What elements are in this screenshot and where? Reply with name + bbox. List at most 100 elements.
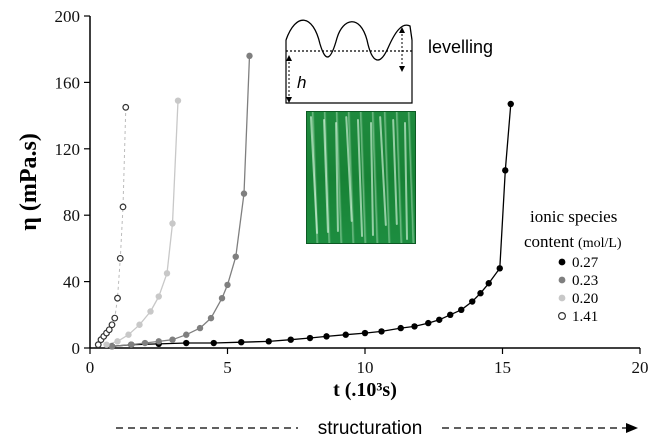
x-tick-label: 10: [357, 358, 374, 377]
levelling-schematic: h levelling: [285, 19, 493, 104]
data-point-1.41: [94, 341, 102, 349]
x-tick-label: 20: [632, 358, 649, 377]
legend-title-unit: (mol/L): [578, 236, 622, 251]
schematic-box: [285, 40, 413, 104]
data-point-0.27: [447, 311, 454, 318]
data-point-0.23: [240, 190, 248, 197]
data-point-0.27: [265, 338, 272, 345]
data-point-0.27: [238, 338, 245, 346]
fit-curve-1.41: [97, 107, 127, 345]
data-point-0.23: [218, 295, 226, 302]
data-point-0.20: [163, 270, 171, 277]
data-point-1.41: [108, 321, 116, 329]
x-tick-label: 5: [223, 358, 232, 377]
y-tick-label: 80: [63, 206, 80, 225]
x-axis-title: t (.10³s): [333, 379, 397, 401]
data-point-0.20: [125, 331, 132, 338]
data-point-0.27: [469, 298, 476, 305]
data-point-0.23: [141, 339, 149, 347]
data-point-1.41: [114, 294, 121, 302]
photo-streak: [369, 121, 374, 237]
structuration-label: structuration: [318, 418, 423, 439]
data-point-1.41: [111, 314, 119, 322]
data-point-0.27: [183, 339, 190, 347]
level-arrow-head-bottom: [399, 66, 405, 72]
y-tick-label: 160: [55, 73, 81, 92]
data-point-0.23: [169, 336, 176, 343]
legend-label-0.20: 0.20: [572, 291, 598, 307]
coating-photo: [306, 111, 416, 244]
schematic-wave: [285, 19, 413, 61]
data-point-0.27: [323, 333, 330, 340]
data-point-0.27: [361, 329, 369, 337]
photo-streak: [335, 121, 339, 233]
y-axis-ticks: 0 40 80 120 160 200: [55, 7, 90, 358]
fit-curves: [97, 55, 512, 347]
legend-marker-0.23: [558, 276, 566, 284]
y-axis-title: η (mPa.s): [16, 133, 42, 231]
data-point-0.27: [485, 280, 492, 287]
legend-label-1.41: 1.41: [572, 309, 598, 325]
y-tick-label: 0: [72, 339, 81, 358]
data-point-0.27: [210, 339, 217, 347]
y-tick-label: 200: [55, 7, 81, 26]
data-points: [94, 52, 514, 350]
legend-title-line2: content (mol/L): [524, 232, 622, 251]
photo-streak: [391, 118, 398, 226]
data-point-0.23: [183, 331, 190, 338]
data-point-0.27: [436, 316, 443, 323]
data-point-0.23: [246, 52, 253, 60]
data-point-0.20: [103, 341, 110, 348]
data-point-0.27: [287, 336, 294, 343]
x-axis-ticks: 0 5 10 15 20: [86, 348, 649, 377]
x-tick-label: 0: [86, 358, 95, 377]
data-point-0.27: [306, 334, 314, 342]
photo-streak: [356, 119, 364, 237]
data-point-1.41: [119, 203, 127, 211]
data-point-0.23: [128, 341, 135, 348]
x-tick-label: 15: [494, 358, 511, 377]
data-point-0.27: [458, 306, 465, 314]
h-arrow-head-bottom: [286, 97, 292, 103]
data-point-0.27: [342, 331, 349, 338]
photo-streak: [322, 118, 329, 234]
data-point-0.27: [425, 319, 432, 327]
data-point-0.23: [155, 338, 162, 345]
legend-marker-0.20: [558, 294, 566, 302]
photo-streak: [309, 116, 319, 234]
legend-title-line1: ionic species: [530, 207, 617, 226]
y-tick-label: 40: [63, 273, 80, 292]
legend-marker-0.27: [558, 258, 566, 266]
data-point-0.20: [174, 97, 182, 104]
h-arrow-head-top: [286, 55, 292, 61]
fit-curve-0.20: [106, 100, 179, 346]
data-point-0.27: [397, 324, 404, 332]
structuration-arrow: structuration: [116, 418, 638, 439]
legend-marker-1.41: [557, 312, 566, 321]
legend: ionic species content (mol/L) 0.27 0.23 0.2…: [524, 207, 622, 325]
data-point-0.27: [507, 100, 514, 108]
data-point-0.20: [155, 293, 162, 300]
data-point-0.20: [136, 321, 143, 328]
data-point-0.27: [496, 265, 503, 272]
data-point-0.27: [477, 290, 484, 297]
photo-streak: [344, 116, 353, 222]
structuration-arrow-head: [626, 423, 638, 433]
data-point-0.27: [502, 167, 509, 174]
data-point-1.41: [116, 254, 124, 262]
data-point-0.23: [196, 324, 204, 332]
legend-label-0.27: 0.27: [572, 255, 599, 271]
data-point-0.20: [147, 308, 154, 315]
legend-label-0.23: 0.23: [572, 273, 598, 289]
data-point-0.27: [378, 328, 385, 335]
y-tick-label: 120: [55, 140, 81, 159]
data-point-0.23: [232, 253, 239, 260]
levelling-label: levelling: [428, 37, 493, 57]
h-label: h: [297, 73, 306, 92]
photo-streak: [403, 121, 409, 241]
photo-streak: [379, 116, 387, 226]
data-point-0.20: [114, 338, 121, 345]
data-point-0.23: [108, 343, 116, 350]
data-point-1.41: [122, 103, 130, 111]
